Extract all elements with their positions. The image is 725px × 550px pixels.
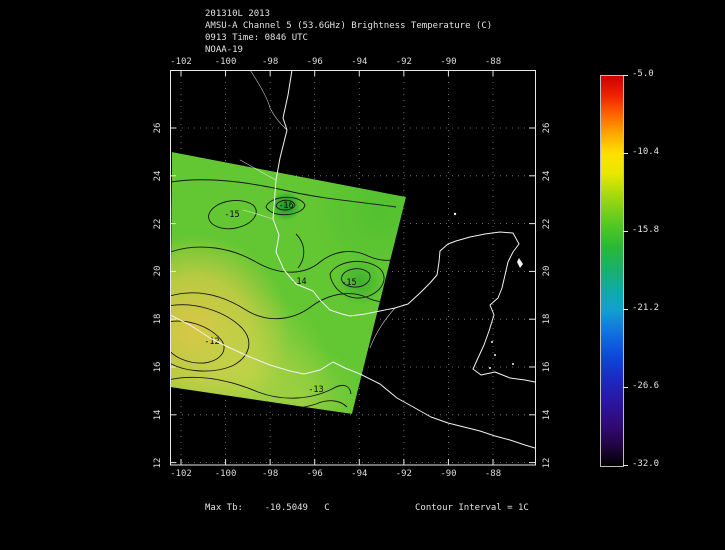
lat-tick-label-right: 12 [542, 457, 552, 469]
contour-label: -15 [341, 278, 356, 288]
contour-interval-readout: Contour Interval = 1C [415, 503, 529, 513]
lat-tick-label-right: 24 [542, 170, 552, 182]
lat-tick-label-right: 22 [542, 218, 552, 230]
coastlines [170, 70, 535, 449]
colorbar-tick-label: -26.6 [632, 381, 660, 391]
colorbar-tick-mark [623, 74, 628, 76]
island-marks [453, 212, 523, 369]
lat-tick-label-left: 18 [153, 313, 163, 325]
lat-tick-label-right: 18 [542, 313, 552, 325]
lat-tick-label-left: 22 [153, 218, 163, 230]
contour-label: -12 [204, 337, 219, 347]
lon-tick-label-bottom: -98 [262, 469, 279, 479]
title-block: 201310L 2013 AMSU-A Channel 5 (53.6GHz) … [205, 8, 492, 56]
axis-ticks [170, 70, 535, 465]
gulf-yucatan-coastline [272, 70, 535, 383]
lon-tick-label-top: -100 [214, 57, 237, 67]
lat-tick-label-left: 14 [153, 409, 163, 421]
colorbar-tick-label: -15.8 [632, 225, 660, 235]
colorbar [600, 75, 624, 467]
river-lines [239, 70, 396, 349]
lon-tick-label-top: -94 [351, 57, 368, 67]
contour-label: -16 [278, 201, 293, 211]
colorbar-tick-mark [623, 152, 628, 154]
lat-tick-label-right: 14 [542, 409, 552, 421]
lat-tick-label-left: 24 [153, 170, 163, 182]
lon-tick-label-bottom: -96 [306, 469, 323, 479]
colorbar-tick-mark [623, 386, 628, 388]
lon-tick-label-top: -90 [440, 57, 457, 67]
contour-labels: -15 -16 -14 -15 -12 -13 [204, 201, 356, 395]
lon-tick-label-top: -96 [306, 57, 323, 67]
colorbar-tick-mark [623, 464, 628, 466]
plot-border [170, 70, 536, 466]
page-title: AMSU-A Channel 5 (53.6GHz) Brightness Te… [205, 21, 493, 31]
lon-tick-label-bottom: -94 [351, 469, 368, 479]
colorbar-tick-label: -21.2 [632, 303, 660, 313]
lon-tick-label-bottom: -92 [395, 469, 412, 479]
colorbar-tick-label: -32.0 [632, 459, 660, 469]
title-date-line: 201310L 2013 [205, 9, 271, 19]
contour-label: -15 [224, 210, 239, 220]
colorbar-tick-mark [623, 308, 628, 310]
lon-tick-label-bottom: -100 [214, 469, 237, 479]
lat-tick-label-right: 20 [542, 265, 552, 277]
colorbar-tick-label: -10.4 [632, 147, 660, 157]
contour-label: -14 [291, 277, 306, 287]
lat-tick-label-left: 12 [153, 457, 163, 469]
colorbar-tick-mark [623, 230, 628, 232]
lat-tick-label-left: 16 [153, 361, 163, 373]
title-satellite-line: NOAA-19 [205, 45, 243, 55]
pacific-coastline [170, 314, 535, 449]
lat-tick-label-left: 26 [153, 122, 163, 134]
max-tb-readout: Max Tb: -10.5049 C [205, 503, 330, 513]
lon-tick-label-bottom: -88 [484, 469, 502, 479]
lat-tick-label-right: 16 [542, 361, 552, 373]
lon-tick-label-top: -102 [170, 57, 192, 67]
lon-tick-label-bottom: -102 [170, 469, 192, 479]
lon-tick-label-bottom: -90 [440, 469, 457, 479]
lon-tick-label-top: -98 [262, 57, 279, 67]
contour-lines [170, 179, 406, 410]
lat-tick-label-left: 20 [153, 265, 163, 277]
title-time-line: 0913 Time: 0846 UTC [205, 33, 308, 43]
colorbar-tick-label: -5.0 [632, 69, 654, 79]
lon-tick-label-top: -88 [484, 57, 502, 67]
contour-label: -13 [308, 385, 323, 395]
lat-tick-label-right: 26 [542, 122, 552, 134]
lon-tick-label-top: -92 [395, 57, 412, 67]
